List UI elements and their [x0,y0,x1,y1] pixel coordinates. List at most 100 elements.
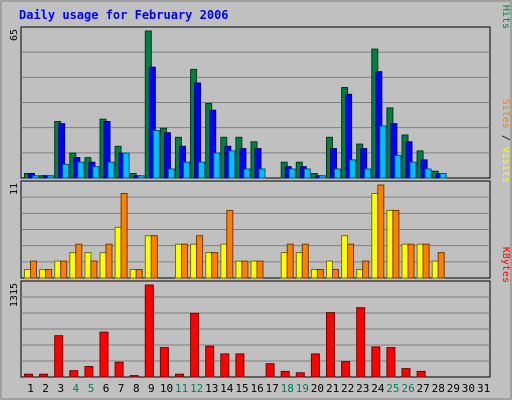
x-tick-label: 23 [356,382,369,395]
bar-sites-day-4 [75,243,83,279]
x-tick-label: 1 [27,382,34,395]
bar-kbytes-day-2 [39,373,49,378]
axis-label-sites: Sites [500,99,511,129]
bar-pages-day-9 [152,130,160,179]
x-tick-label: 30 [462,382,475,395]
bar-visits-day-15 [235,260,243,279]
bar-visits-day-27 [416,243,424,279]
axis-label-hits: Hits [500,5,511,29]
axis-label-kbytes: KBytes [500,247,511,283]
bar-kbytes-day-6 [99,331,109,378]
bar-visits-day-2 [39,269,47,279]
panel-ymax-label: 65 [9,29,20,41]
bar-kbytes-day-23 [356,307,366,378]
x-tick-label: 9 [148,382,155,395]
x-tick-label: 6 [103,382,110,395]
bar-kbytes-day-13 [205,345,215,378]
bar-kbytes-day-21 [326,312,335,378]
bar-pages-day-12 [198,161,206,179]
bar-kbytes-day-20 [310,353,320,378]
bar-visits-day-3 [54,260,62,279]
bar-kbytes-day-3 [54,335,64,378]
bar-sites-day-22 [347,243,355,279]
x-tick-label: 22 [341,382,354,395]
panel-axis-label: Pages / Files / Hits [500,0,511,29]
bar-pages-day-8 [137,175,145,179]
bar-sites-day-26 [407,243,415,279]
x-tick-label: 20 [311,382,324,395]
x-tick-label: 5 [88,382,95,395]
bar-pages-day-11 [183,161,190,179]
bar-kbytes-day-10 [159,347,169,378]
bar-kbytes-day-14 [220,353,230,378]
bar-pages-day-7 [122,152,130,179]
bar-kbytes-day-27 [416,370,426,378]
x-tick-label: 8 [133,382,140,395]
bar-sites-day-27 [422,243,430,279]
bar-visits-day-1 [24,269,31,279]
bar-visits-day-7 [114,226,122,279]
bar-visits-day-6 [99,252,107,279]
x-tick-label: 12 [190,382,203,395]
bar-pages-day-2 [47,175,55,179]
x-tick-label: 31 [477,382,490,395]
bar-visits-day-22 [341,235,349,279]
bar-files-day-23 [360,148,368,179]
bar-files-day-22 [345,93,353,179]
bar-sites-day-8 [135,269,143,279]
bar-files-day-6 [103,121,111,179]
x-tick-label: 25 [386,382,399,395]
bar-sites-day-16 [256,260,264,279]
x-tick-label: 27 [416,382,429,395]
bar-files-day-26 [405,141,413,179]
bar-sites-day-24 [377,184,385,279]
bar-pages-day-24 [379,125,387,179]
bar-visits-day-25 [386,209,394,279]
bar-kbytes-day-11 [175,373,184,378]
bar-sites-day-28 [437,252,445,279]
bar-pages-day-4 [77,161,85,179]
bar-visits-day-9 [144,235,152,279]
bar-sites-day-12 [196,235,204,279]
bar-pages-day-26 [409,161,417,179]
bar-visits-day-5 [84,252,92,279]
bar-sites-day-2 [45,269,53,279]
x-tick-label: 29 [447,382,460,395]
bar-files-day-12 [194,82,202,179]
x-tick-label: 21 [326,382,339,395]
bar-sites-day-19 [301,243,309,279]
bar-sites-day-21 [332,269,339,279]
bar-pages-day-28 [439,173,447,179]
bar-kbytes-day-8 [129,375,139,378]
bar-visits-day-12 [190,243,198,279]
x-tick-label: 13 [205,382,218,395]
x-tick-label: 26 [401,382,414,395]
bar-files-day-9 [148,66,156,179]
bar-pages-day-16 [258,168,266,179]
bar-kbytes-day-18 [280,370,290,378]
bar-kbytes-day-12 [190,312,200,378]
x-tick-label: 10 [160,382,173,395]
axis-label-separator: / [500,129,511,147]
bar-files-day-10 [163,132,171,179]
bar-kbytes-day-7 [114,361,124,378]
panel-ymax-label: 1315 [9,283,20,307]
bar-sites-day-13 [211,252,219,279]
bar-files-day-16 [254,148,262,179]
x-tick-label: 16 [250,382,263,395]
x-tick-label: 15 [235,382,248,395]
x-tick-label: 7 [118,382,125,395]
bar-pages-day-5 [92,166,100,179]
bar-sites-day-6 [105,243,113,279]
bar-sites-day-5 [90,260,98,279]
bar-pages-day-19 [303,168,311,179]
axis-label-visits: Visits [500,147,511,183]
bar-visits-day-24 [371,193,379,279]
bar-pages-day-13 [213,152,221,179]
bar-visits-day-4 [69,252,77,279]
bar-visits-day-18 [280,252,288,279]
bar-pages-day-27 [424,168,432,179]
bar-sites-day-3 [60,260,68,279]
